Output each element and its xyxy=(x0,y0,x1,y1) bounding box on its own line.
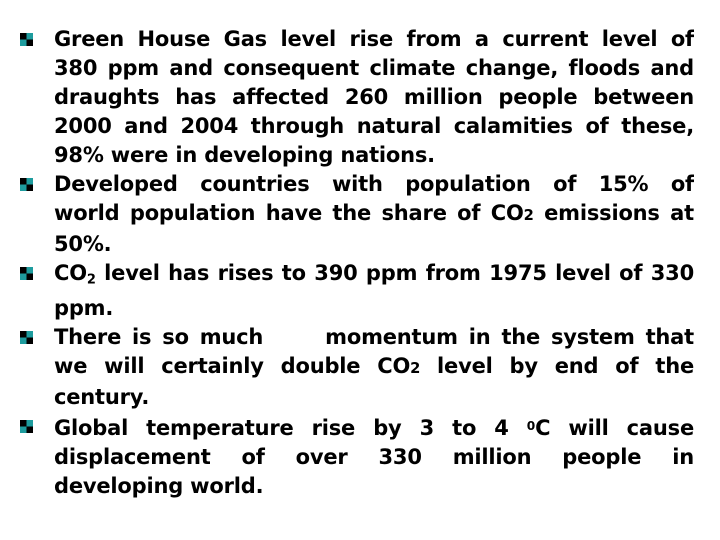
bullet-line: ppm. xyxy=(54,294,694,323)
text-gap xyxy=(263,343,325,344)
text-segment: Green House Gas level rise from a curren… xyxy=(54,27,694,51)
text-segment: displacement of over 330 million people … xyxy=(54,445,694,470)
bullet-line: century. xyxy=(54,383,694,412)
bullet-item: Developed countries with population of 1… xyxy=(20,170,694,259)
text-segment: 50%. xyxy=(54,232,112,256)
text-segment: C will cause xyxy=(535,416,694,441)
bullet-line: 50%. xyxy=(54,230,694,259)
bullet-line: displacement of over 330 million people … xyxy=(54,443,694,472)
text-segment: we will certainly double CO xyxy=(54,354,411,379)
bullet-line: 2000 and 2004 through natural calamities… xyxy=(54,112,694,141)
text-segment: ppm. xyxy=(54,296,114,321)
checker-square-bullet-icon xyxy=(20,267,33,280)
bullet-line: 380 ppm and consequent climate change, f… xyxy=(54,54,694,83)
bullet-line: we will certainly double CO2 level by en… xyxy=(54,352,694,383)
bullet-line: Green House Gas level rise from a curren… xyxy=(54,25,694,54)
bullet-marker-column xyxy=(20,259,54,280)
bullet-item: CO2 level has rises to 390 ppm from 1975… xyxy=(20,259,694,323)
bullet-text: CO2 level has rises to 390 ppm from 1975… xyxy=(54,259,694,323)
text-segment-sup: 0 xyxy=(526,419,536,434)
bullet-line: developing world. xyxy=(54,472,694,501)
checker-square-bullet-icon xyxy=(20,331,33,345)
checker-square-bullet-icon xyxy=(20,33,33,46)
bullet-text: There is so much momentum in the system t… xyxy=(54,323,694,412)
bullet-text: Green House Gas level rise from a curren… xyxy=(54,25,694,170)
text-segment: Global temperature rise by 3 to 4 xyxy=(54,416,527,441)
bullet-line: CO2 level has rises to 390 ppm from 1975… xyxy=(54,259,694,294)
text-segment: level has rises to 390 ppm from 1975 lev… xyxy=(95,261,694,285)
text-segment: There is so much xyxy=(54,325,264,350)
bullet-line: 98% were in developing nations. xyxy=(54,141,694,170)
text-segment: 98% were in developing nations. xyxy=(54,143,435,167)
bullet-item: There is so much momentum in the system t… xyxy=(20,323,694,412)
bullet-item: Global temperature rise by 3 to 4 0C wil… xyxy=(20,412,694,501)
text-segment: level by end of the xyxy=(420,354,694,379)
bullet-line: world population have the share of CO2 e… xyxy=(54,199,694,230)
text-segment: momentum in the system that xyxy=(325,325,694,350)
bullet-list: Green House Gas level rise from a curren… xyxy=(20,25,694,501)
text-segment: 380 ppm and consequent climate change, f… xyxy=(54,56,694,80)
text-segment-sm: 2 xyxy=(410,360,421,378)
bullet-text: Developed countries with population of 1… xyxy=(54,170,694,259)
bullet-marker-column xyxy=(20,25,54,46)
text-segment: world population have the share of CO xyxy=(54,201,524,225)
bullet-line: Developed countries with population of 1… xyxy=(54,170,694,199)
text-segment: CO xyxy=(54,261,87,285)
text-segment: draughts has affected 260 million people… xyxy=(54,85,694,109)
bullet-marker-column xyxy=(20,170,54,191)
bullet-marker-column xyxy=(20,412,54,434)
bullet-text: Global temperature rise by 3 to 4 0C wil… xyxy=(54,412,694,501)
text-segment: emissions at xyxy=(533,201,694,225)
checker-square-bullet-icon xyxy=(20,420,33,434)
text-segment: developing world. xyxy=(54,474,264,499)
text-segment: 2000 and 2004 through natural calamities… xyxy=(54,114,694,138)
bullet-line: draughts has affected 260 million people… xyxy=(54,83,694,112)
text-segment-sub: 2 xyxy=(86,272,96,288)
bullet-marker-column xyxy=(20,323,54,345)
checker-square-bullet-icon xyxy=(20,178,33,191)
text-segment: Developed countries with population of 1… xyxy=(54,172,694,196)
bullet-item: Green House Gas level rise from a curren… xyxy=(20,25,694,170)
bullet-line: Global temperature rise by 3 to 4 0C wil… xyxy=(54,412,694,443)
text-segment: century. xyxy=(54,385,150,410)
text-segment-sm: 2 xyxy=(523,207,534,224)
bullet-line: There is so much momentum in the system t… xyxy=(54,323,694,352)
